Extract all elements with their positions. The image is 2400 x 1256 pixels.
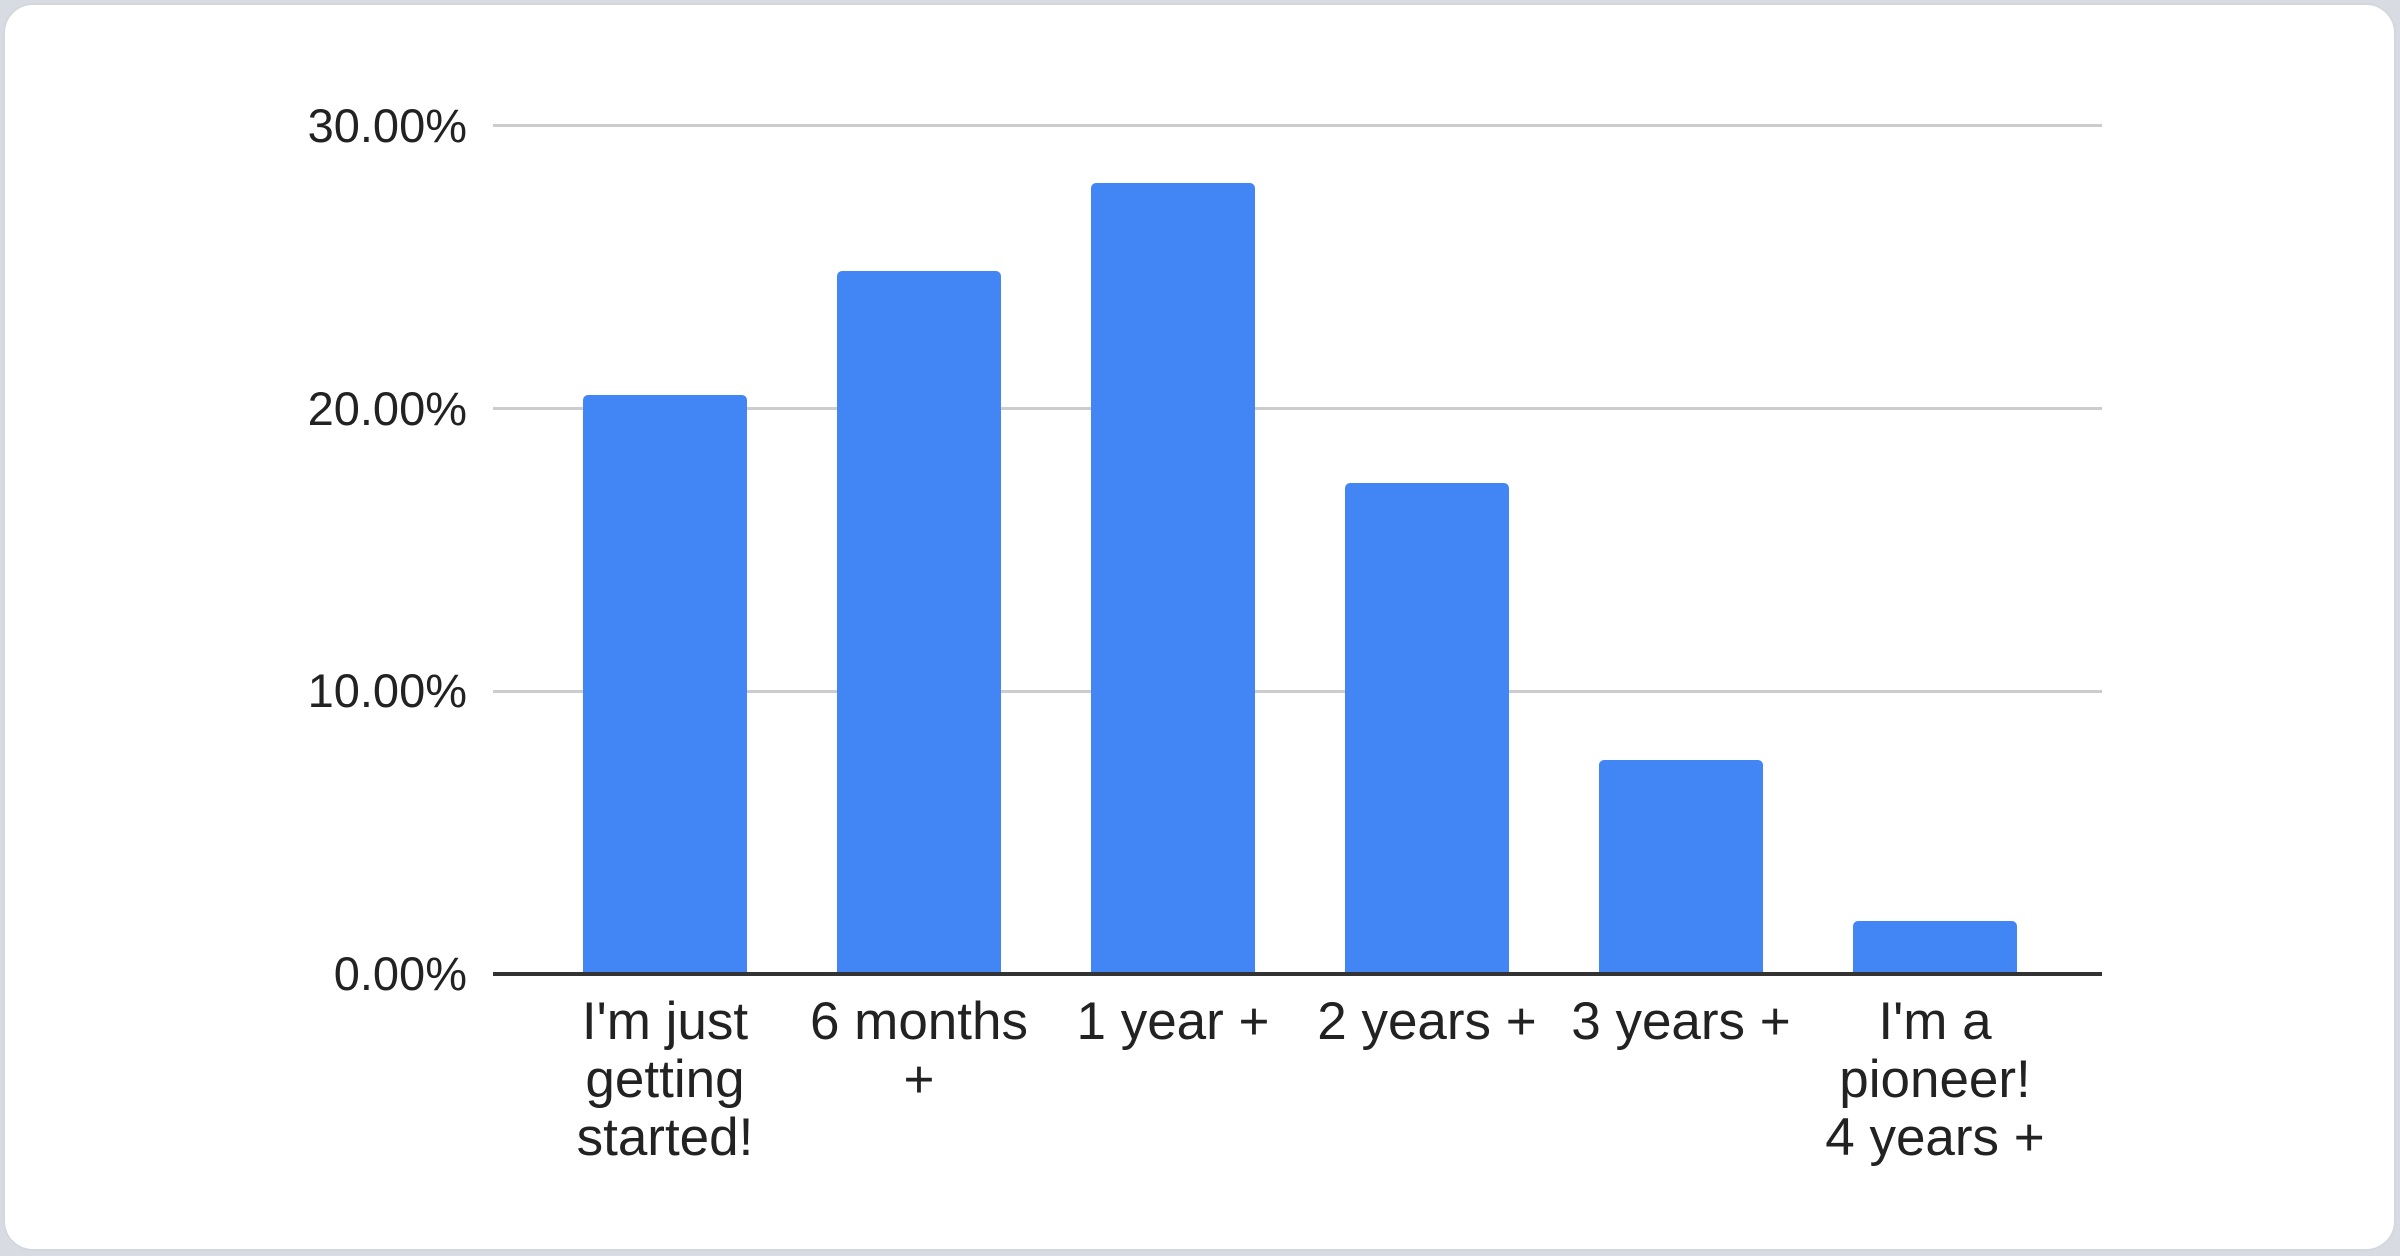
bar-chart: 0.00% 10.00% 20.00% 30.00% I'm just getting … [5, 5, 2394, 1249]
x-axis-line [493, 972, 2102, 976]
y-axis-tick-label: 30.00% [307, 99, 467, 152]
bar[interactable] [837, 271, 1001, 972]
gridline [493, 690, 2102, 693]
bar[interactable] [583, 395, 747, 972]
x-axis-tick-label: I'm a pioneer! 4 years + [1825, 992, 2045, 1167]
x-axis-tick-label: 3 years + [1571, 992, 1791, 1051]
y-axis-tick-label: 0.00% [333, 947, 467, 1000]
x-axis-tick-label: 6 months + [809, 992, 1028, 1109]
gridline [493, 407, 2102, 410]
y-axis-tick-label: 10.00% [307, 664, 467, 717]
y-axis-tick-label: 20.00% [307, 382, 467, 435]
bar[interactable] [1345, 483, 1509, 972]
x-axis-tick-label: 2 years + [1317, 992, 1537, 1051]
bar[interactable] [1599, 760, 1763, 972]
x-axis-tick-label: 1 year + [1076, 992, 1270, 1051]
bar[interactable] [1853, 921, 2017, 972]
chart-card: 0.00% 10.00% 20.00% 30.00% I'm just getting … [3, 3, 2396, 1251]
bar[interactable] [1091, 183, 1255, 972]
gridline [493, 124, 2102, 127]
x-axis-tick-label: I'm just getting started! [576, 992, 754, 1167]
